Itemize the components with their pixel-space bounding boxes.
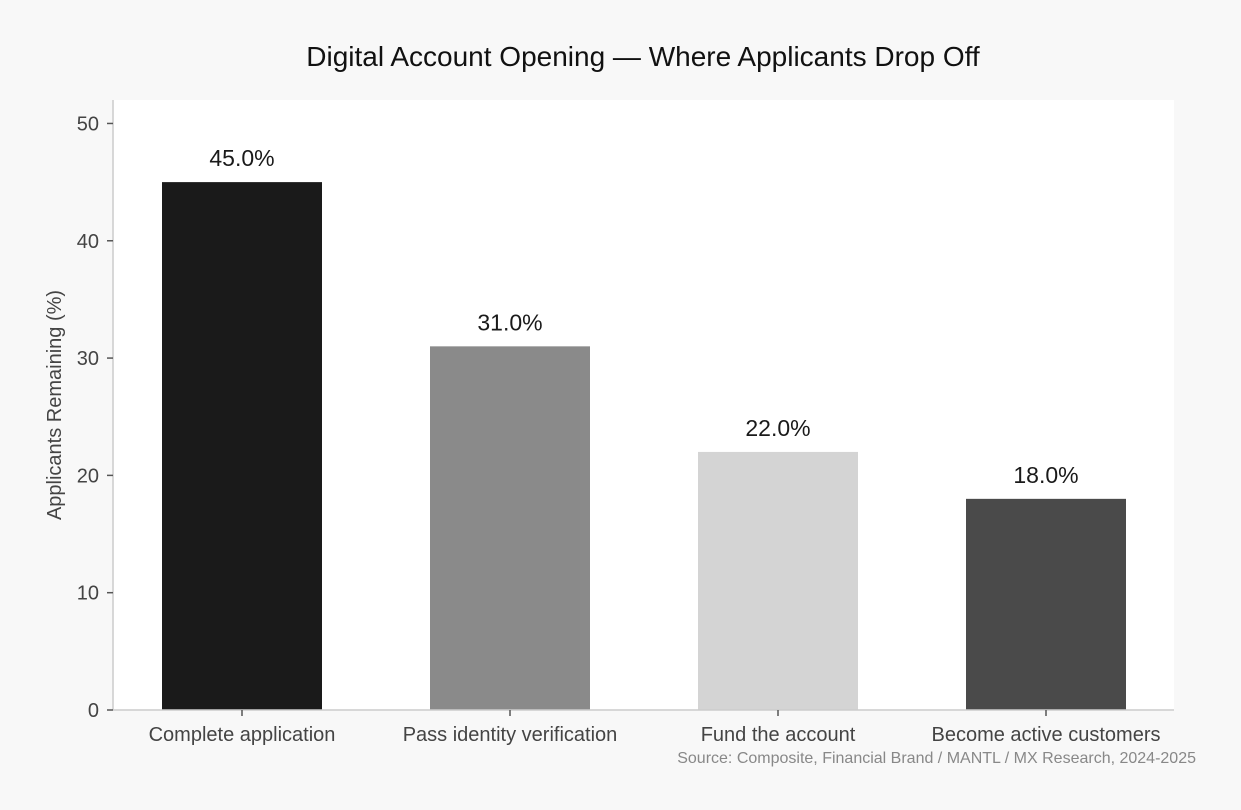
chart-title: Digital Account Opening — Where Applican… <box>306 41 980 72</box>
bar-2 <box>698 451 858 710</box>
x-tick-label-0: Complete application <box>149 724 336 746</box>
bar-value-label-0: 45.0% <box>209 145 274 171</box>
bar-value-label-2: 22.0% <box>745 415 810 441</box>
bar-value-labels: 45.0% 31.0% 22.0% 18.0% <box>209 145 1078 488</box>
y-tick-label-5: 50 <box>77 113 99 135</box>
source-note: Source: Composite, Financial Brand / MAN… <box>677 750 1196 767</box>
y-tick-label-0: 0 <box>88 700 99 722</box>
bar-value-label-1: 31.0% <box>477 309 542 335</box>
y-tick-label-4: 40 <box>77 231 99 253</box>
x-tick-label-3: Become active customers <box>932 724 1161 746</box>
bar-3 <box>966 498 1126 710</box>
y-tick-label-2: 20 <box>77 465 99 487</box>
y-tick-label-1: 10 <box>77 583 99 605</box>
bar-value-label-3: 18.0% <box>1013 462 1078 488</box>
bars <box>162 182 1126 711</box>
y-tick-label-3: 30 <box>77 348 99 370</box>
y-axis-ticks: 0 10 20 30 40 50 <box>77 113 113 722</box>
x-tick-label-2: Fund the account <box>701 724 856 746</box>
x-tick-label-1: Pass identity verification <box>403 724 618 746</box>
y-axis-label: Applicants Remaining (%) <box>44 290 66 520</box>
bar-1 <box>430 346 590 710</box>
x-axis-ticks: Complete application Pass identity verifi… <box>149 710 1161 746</box>
bar-0 <box>162 182 322 711</box>
